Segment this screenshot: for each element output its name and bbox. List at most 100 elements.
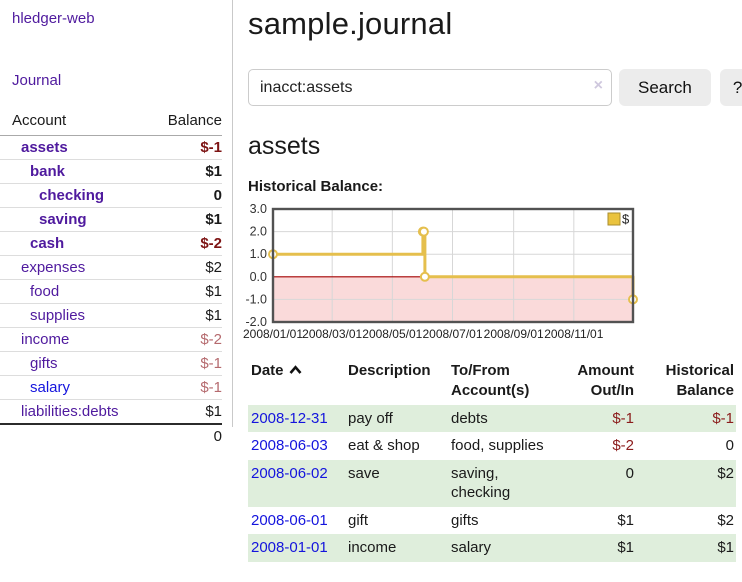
account-row: bank $1 bbox=[0, 159, 222, 184]
sidebar-item-journal[interactable]: Journal bbox=[12, 72, 62, 89]
transaction-amount: $-1 bbox=[556, 404, 636, 433]
transaction-date-cell: 2008-06-03 bbox=[248, 432, 345, 460]
account-link[interactable]: gifts bbox=[30, 355, 58, 372]
search-button[interactable]: Search bbox=[619, 69, 711, 106]
register-header-description: Description bbox=[348, 362, 431, 379]
register-header-row: Date Description To/From Account(s) Amou… bbox=[248, 359, 736, 405]
account-link[interactable]: cash bbox=[30, 235, 65, 252]
svg-text:2008/09/01: 2008/09/01 bbox=[484, 327, 544, 341]
transaction-amount: $1 bbox=[556, 534, 636, 562]
clear-search-icon[interactable]: × bbox=[593, 77, 603, 94]
app-title-link[interactable]: hledger-web bbox=[12, 10, 95, 27]
transaction-accounts: saving, checking bbox=[448, 459, 556, 507]
transaction-balance: $1 bbox=[636, 534, 736, 562]
account-name-cell: assets bbox=[0, 136, 152, 160]
main-content: sample.journal × Search ? assets Histori… bbox=[233, 0, 742, 562]
transaction-accounts: gifts bbox=[451, 511, 479, 529]
account-row: supplies $1 bbox=[0, 303, 222, 328]
account-row: cash $-2 bbox=[0, 231, 222, 256]
transaction-date-link[interactable]: 2008-06-03 bbox=[251, 437, 328, 455]
accounts-table: Account Balance assets $-1 bank $1 check… bbox=[0, 109, 222, 448]
transaction-date-link[interactable]: 2008-06-01 bbox=[251, 511, 328, 529]
account-link[interactable]: bank bbox=[30, 163, 66, 180]
search-input-wrapper: × bbox=[248, 69, 612, 106]
account-name-cell: supplies bbox=[0, 303, 153, 328]
transaction-description: income bbox=[345, 534, 448, 562]
transaction-balance: $2 bbox=[636, 459, 736, 507]
account-balance: $-2 bbox=[152, 231, 222, 256]
search-input[interactable] bbox=[248, 69, 612, 106]
account-name-cell: income bbox=[0, 327, 153, 352]
svg-text:2008/11/01: 2008/11/01 bbox=[544, 327, 603, 341]
app-window: hledger-web Journal Account Balance asse… bbox=[0, 0, 742, 562]
register-row: 2008-01-01 income salary $1 $1 bbox=[248, 534, 736, 562]
account-balance: $-1 bbox=[152, 351, 222, 376]
register-row: 2008-12-31 pay off debts $-1 $-1 bbox=[248, 404, 736, 433]
svg-text:2008/03/01: 2008/03/01 bbox=[302, 327, 362, 341]
transaction-date-link[interactable]: 2008-01-01 bbox=[251, 539, 328, 557]
transaction-balance: 0 bbox=[725, 437, 734, 455]
account-row: assets $-1 bbox=[0, 136, 222, 160]
transaction-date-cell: 2008-01-01 bbox=[248, 534, 345, 562]
account-name-cell: cash bbox=[0, 231, 153, 256]
account-balance: $2 bbox=[152, 255, 222, 280]
sort-ascending-icon bbox=[289, 365, 302, 375]
account-row: expenses $2 bbox=[0, 255, 222, 280]
register-header-amount: Amount Out/In bbox=[577, 362, 634, 399]
svg-text:0.0: 0.0 bbox=[250, 270, 267, 284]
account-row: liabilities:debts $1 bbox=[0, 399, 222, 424]
account-link[interactable]: income bbox=[21, 331, 70, 348]
account-balance: $1 bbox=[152, 207, 222, 232]
page-title: sample.journal bbox=[248, 6, 453, 41]
account-row: food $1 bbox=[0, 279, 222, 304]
accounts-header-account: Account bbox=[0, 109, 153, 136]
account-link[interactable]: supplies bbox=[30, 307, 86, 324]
transaction-accounts: food, supplies bbox=[451, 437, 544, 455]
svg-text:2008/05/01: 2008/05/01 bbox=[362, 327, 422, 341]
transaction-description: pay off bbox=[345, 404, 448, 433]
accounts-header-row: Account Balance bbox=[0, 109, 222, 136]
account-balance: $-2 bbox=[152, 327, 222, 352]
account-balance: $1 bbox=[152, 279, 222, 304]
svg-text:2008/07/01: 2008/07/01 bbox=[422, 327, 482, 341]
svg-text:2.0: 2.0 bbox=[250, 225, 267, 239]
account-balance: $1 bbox=[152, 159, 222, 184]
account-balance: $1 bbox=[152, 303, 222, 328]
account-link[interactable]: liabilities:debts bbox=[21, 403, 119, 420]
account-link[interactable]: salary bbox=[30, 379, 71, 396]
account-link[interactable]: saving bbox=[39, 211, 87, 228]
register-row: 2008-06-02 save saving, checking 0 $2 bbox=[248, 459, 736, 507]
transaction-date-link[interactable]: 2008-12-31 bbox=[251, 409, 328, 427]
chart-title: Historical Balance: bbox=[248, 178, 384, 195]
account-link[interactable]: expenses bbox=[21, 259, 86, 276]
register-header-date[interactable]: Date bbox=[248, 359, 345, 405]
transaction-description: gift bbox=[348, 511, 369, 529]
transaction-balance: $-1 bbox=[636, 404, 736, 433]
account-name-cell: bank bbox=[0, 159, 153, 184]
account-name-cell: liabilities:debts bbox=[0, 399, 153, 424]
accounts-total-spacer bbox=[0, 423, 153, 448]
svg-text:-2.0: -2.0 bbox=[245, 315, 267, 329]
transaction-date-link[interactable]: 2008-06-02 bbox=[251, 464, 328, 482]
transaction-date-cell: 2008-12-31 bbox=[248, 404, 345, 433]
accounts-total-balance: 0 bbox=[152, 423, 222, 448]
account-heading: assets bbox=[248, 132, 321, 160]
historical-balance-chart: 3.0 2.0 1.0 0.0 -1.0 -2.0 2008/01/01 2008/03/01… bbox=[243, 202, 742, 344]
account-link[interactable]: assets bbox=[21, 139, 68, 156]
transaction-date-cell: 2008-06-02 bbox=[248, 459, 345, 507]
help-button[interactable]: ? bbox=[719, 69, 742, 106]
account-link[interactable]: food bbox=[30, 283, 60, 300]
account-name-cell: saving bbox=[0, 207, 153, 232]
transaction-amount: $1 bbox=[617, 511, 634, 529]
account-balance: 0 bbox=[152, 183, 222, 208]
transaction-balance: $2 bbox=[717, 511, 734, 529]
account-balance: $-1 bbox=[200, 139, 222, 156]
account-row: checking 0 bbox=[0, 183, 222, 208]
accounts-total-row: 0 bbox=[0, 423, 222, 448]
account-row: income $-2 bbox=[0, 327, 222, 352]
account-name-cell: checking bbox=[0, 183, 153, 208]
svg-text:-1.0: -1.0 bbox=[245, 292, 267, 306]
svg-text:3.0: 3.0 bbox=[250, 202, 267, 216]
account-link[interactable]: checking bbox=[39, 187, 105, 204]
account-name-cell: gifts bbox=[0, 351, 153, 376]
